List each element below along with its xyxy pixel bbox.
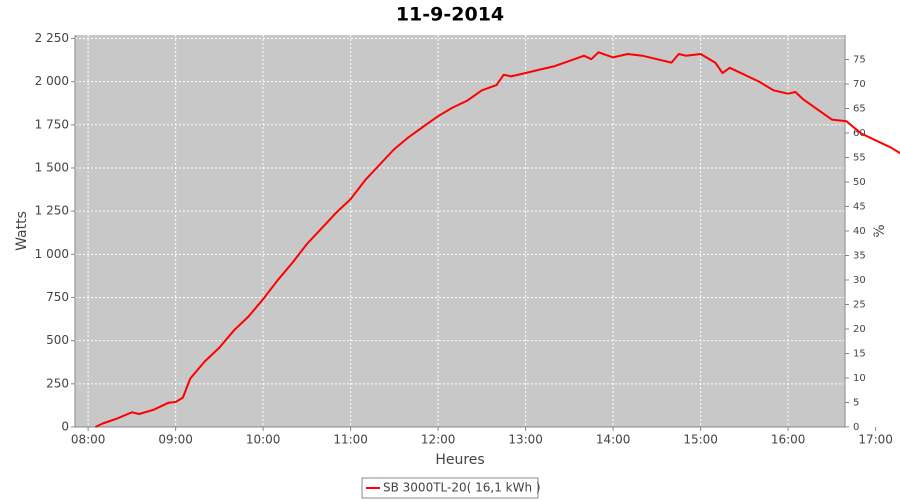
y-tick-label: 1 000 — [35, 247, 69, 261]
y2-tick-label: 60 — [853, 128, 866, 139]
legend-label: SB 3000TL-20( 16,1 kWh ) — [383, 481, 541, 495]
y-tick-label: 1 500 — [35, 160, 69, 174]
y-tick-label: 250 — [46, 376, 69, 390]
x-tick-label: 12:00 — [421, 433, 456, 447]
x-tick-label: 13:00 — [508, 433, 543, 447]
y2-tick-label: 15 — [853, 349, 866, 360]
x-tick-label: 09:00 — [158, 433, 193, 447]
y-tick-label: 2 250 — [35, 31, 69, 45]
y2-tick-label: 5 — [853, 398, 859, 409]
y2-tick-label: 10 — [853, 373, 866, 384]
y2-tick-label: 30 — [853, 275, 866, 286]
x-tick-label: 15:00 — [683, 433, 718, 447]
y-tick-label: 2 000 — [35, 74, 69, 88]
y-tick-label: 500 — [46, 333, 69, 347]
y-axis-title: Watts — [14, 211, 30, 251]
x-tick-label: 16:00 — [771, 433, 806, 447]
y-tick-label: 1 250 — [35, 204, 69, 218]
x-tick-label: 11:00 — [333, 433, 368, 447]
y2-tick-label: 25 — [853, 300, 866, 311]
chart-title: 11-9-2014 — [396, 4, 504, 26]
x-tick-label: 14:00 — [596, 433, 631, 447]
y2-tick-label: 70 — [853, 79, 866, 90]
y2-tick-label: 65 — [853, 104, 866, 115]
y-tick-label: 0 — [61, 420, 69, 434]
y2-tick-label: 45 — [853, 202, 866, 213]
y2-axis-title: % — [872, 224, 888, 237]
y2-tick-label: 20 — [853, 324, 866, 335]
plot-area — [75, 35, 845, 427]
y2-tick-label: 50 — [853, 177, 866, 188]
x-tick-label: 10:00 — [246, 433, 281, 447]
y2-tick-label: 55 — [853, 153, 866, 164]
x-tick-label: 08:00 — [71, 433, 106, 447]
y-tick-label: 750 — [46, 290, 69, 304]
x-tick-label: 17:00 — [858, 433, 893, 447]
y2-tick-label: 35 — [853, 251, 866, 262]
x-axis-title: Heures — [435, 452, 484, 468]
y2-tick-label: 40 — [853, 226, 866, 237]
y2-tick-label: 0 — [853, 422, 859, 433]
y2-tick-label: 75 — [853, 55, 866, 66]
y-tick-label: 1 750 — [35, 117, 69, 131]
legend — [361, 477, 539, 499]
series-line — [94, 51, 900, 428]
